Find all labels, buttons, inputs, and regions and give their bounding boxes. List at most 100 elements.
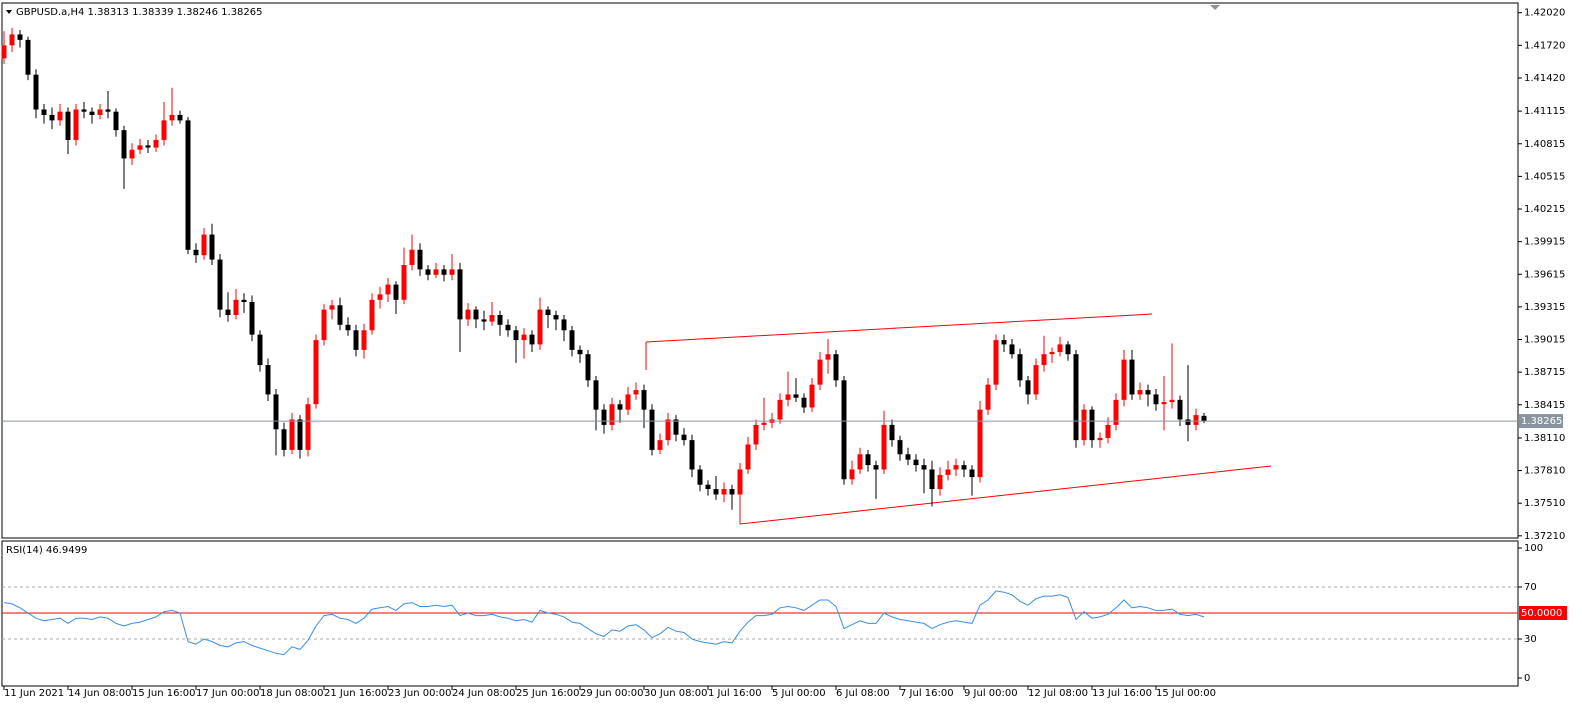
candle-body	[273, 394, 279, 430]
shift-marker	[1210, 5, 1220, 10]
chart-title: GBPUSD.a,H4 1.38313 1.38339 1.38246 1.38…	[16, 7, 263, 18]
candle-body	[513, 330, 519, 341]
y-tick-label: 1.40215	[1524, 204, 1565, 215]
candle-body	[257, 334, 263, 366]
candle-body	[73, 109, 79, 140]
y-tick-label: 1.39015	[1524, 335, 1565, 346]
candle-body	[193, 249, 199, 256]
candle-body	[945, 469, 951, 475]
candle-body	[25, 39, 31, 75]
x-tick-label: 15 Jul 00:00	[1156, 688, 1216, 699]
candle-body	[665, 419, 671, 441]
candle-body	[145, 145, 151, 148]
x-tick-label: 30 Jun 08:00	[644, 688, 708, 699]
candle-body	[977, 409, 983, 478]
candle-body	[777, 399, 783, 420]
candle-body	[793, 394, 799, 398]
candle-body	[465, 309, 471, 320]
candle-body	[969, 469, 975, 478]
candle-body	[1041, 354, 1047, 366]
symbol-menu[interactable]	[6, 10, 12, 14]
y-tick-label: 1.42020	[1524, 8, 1565, 19]
candle-body	[217, 259, 223, 310]
x-tick-label: 7 Jul 16:00	[900, 688, 954, 699]
x-tick-label: 13 Jul 16:00	[1092, 688, 1152, 699]
candle-body	[817, 359, 823, 385]
candle-body	[121, 130, 127, 159]
candle-body	[809, 384, 815, 408]
candle-body	[529, 334, 535, 345]
candle-body	[737, 469, 743, 495]
candle-body	[697, 469, 703, 485]
candle-body	[545, 309, 551, 316]
candle-body	[233, 299, 239, 316]
candle-body	[1161, 402, 1167, 405]
x-tick-label: 17 Jun 00:00	[196, 688, 260, 699]
rsi-y-tick-label: 0	[1524, 673, 1530, 684]
candle-body	[89, 111, 95, 115]
y-tick-label: 1.37510	[1524, 498, 1565, 509]
x-tick-label: 1 Jul 16:00	[708, 688, 762, 699]
candle-body	[657, 440, 663, 450]
candle-body	[137, 145, 143, 150]
candle-body	[65, 111, 71, 140]
candle-body	[225, 309, 231, 316]
candle-body	[849, 469, 855, 480]
candle-body	[457, 269, 463, 320]
candle-body	[401, 265, 407, 300]
candle-body	[617, 404, 623, 410]
candle-body	[1105, 424, 1111, 438]
candle-body	[1113, 399, 1119, 425]
candle-body	[937, 474, 943, 490]
candle-body	[601, 409, 607, 425]
candle-body	[289, 419, 295, 450]
candle-body	[801, 397, 807, 408]
candle-body	[609, 404, 615, 425]
candle-body	[745, 444, 751, 470]
y-tick-label: 1.40815	[1524, 139, 1565, 150]
candle-body	[297, 419, 303, 450]
candle-body	[1009, 344, 1015, 355]
candle-body	[633, 390, 639, 395]
rsi-label: RSI(14) 46.9499	[6, 545, 87, 556]
candle-body	[81, 109, 87, 112]
candle-body	[489, 315, 495, 322]
rsi-y-tick-label: 70	[1524, 582, 1537, 593]
candle-body	[521, 334, 527, 341]
candle-body	[889, 424, 895, 441]
candle-body	[577, 349, 583, 355]
candle-body	[1129, 359, 1135, 395]
candle-body	[1025, 380, 1031, 395]
candle-body	[369, 299, 375, 331]
candle-body	[1193, 415, 1199, 425]
candle-body	[865, 454, 871, 466]
candle-body	[393, 284, 399, 300]
candle-body	[313, 340, 319, 405]
candle-body	[105, 109, 111, 112]
candle-body	[41, 109, 47, 115]
rsi-y-tick-label: 100	[1524, 543, 1543, 554]
candle-body	[353, 330, 359, 350]
candle-body	[953, 465, 959, 470]
y-tick-label: 1.38110	[1524, 433, 1565, 444]
candle-body	[1017, 354, 1023, 381]
candle-body	[1153, 394, 1159, 405]
candle-body	[1049, 352, 1055, 355]
x-tick-label: 9 Jul 00:00	[964, 688, 1018, 699]
candle-body	[873, 465, 879, 470]
candle-body	[281, 429, 287, 450]
candle-body	[921, 465, 927, 470]
candle-body	[961, 465, 967, 470]
candle-body	[377, 294, 383, 300]
candle-body	[361, 330, 367, 350]
candle-body	[441, 269, 447, 275]
candle-body	[113, 111, 119, 131]
candle-body	[857, 454, 863, 470]
candle-body	[425, 269, 431, 275]
rsi-y-tick-label: 30	[1524, 634, 1537, 645]
x-tick-label: 23 Jun 00:00	[388, 688, 452, 699]
candle-body	[1137, 390, 1143, 395]
candle-body	[1057, 344, 1063, 353]
candle-body	[169, 114, 175, 121]
candle-body	[673, 419, 679, 435]
